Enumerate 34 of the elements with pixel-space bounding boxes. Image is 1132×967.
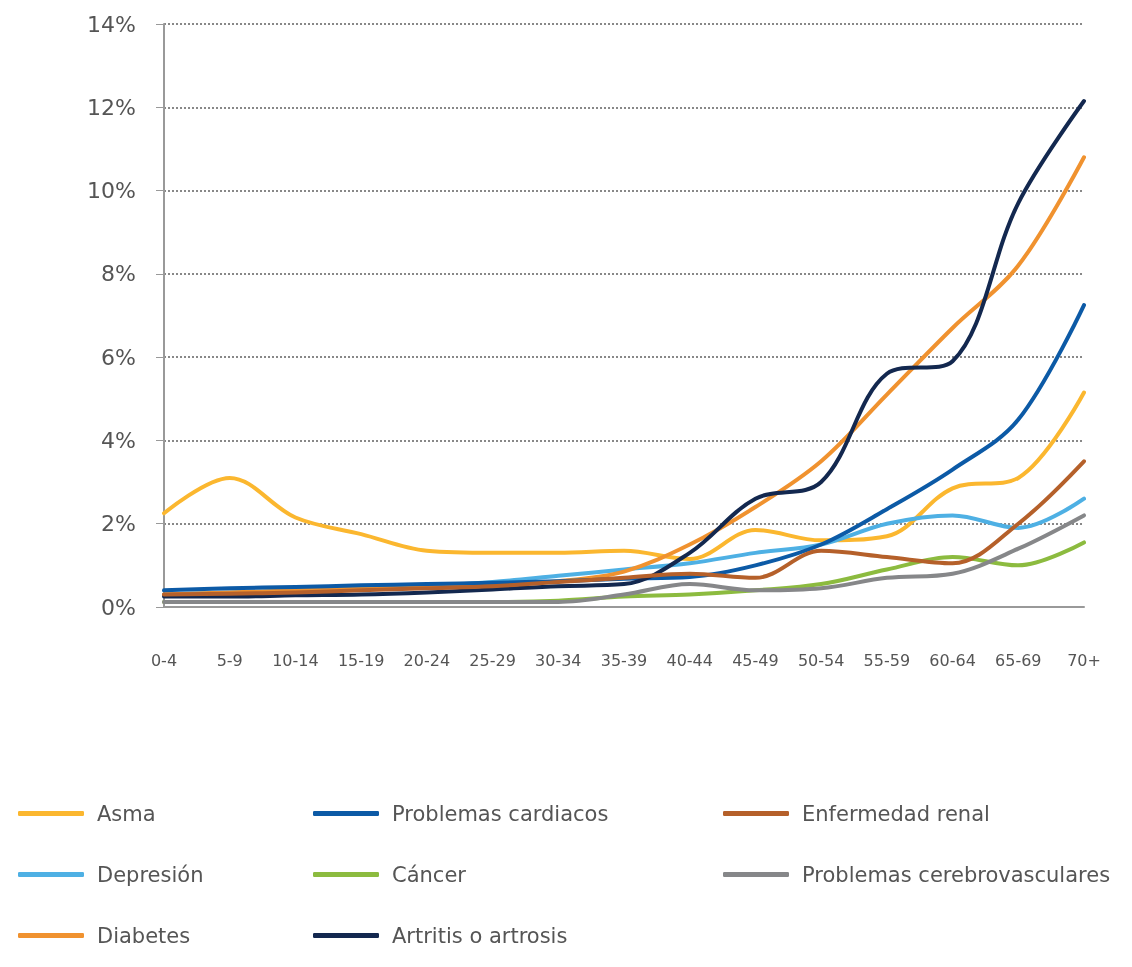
legend-label: Diabetes <box>97 923 191 948</box>
legend-label: Enfermedad renal <box>802 801 990 826</box>
y-tick-label: 0% <box>101 594 136 620</box>
legend-label: Artritis o artrosis <box>392 923 568 948</box>
x-tick-label: 45-49 <box>732 650 779 670</box>
legend-label: Problemas cerebrovasculares <box>802 862 1111 887</box>
x-tick-label: 15-19 <box>337 650 385 670</box>
x-tick-label: 35-39 <box>600 650 648 670</box>
legend-label: Cáncer <box>392 862 467 887</box>
line-series <box>162 390 1086 562</box>
x-tick-label: 55-59 <box>863 650 911 670</box>
y-tick-label: 4% <box>101 427 136 453</box>
y-tick-label: 10% <box>87 178 136 204</box>
legend-label: Depresión <box>97 862 204 887</box>
x-tick-label: 70+ <box>1067 650 1101 670</box>
line-series <box>162 513 1086 604</box>
x-tick-label: 60-64 <box>929 650 976 670</box>
x-tick-label: 30-34 <box>535 650 582 670</box>
legend-label: Asma <box>97 801 156 826</box>
x-tick-label: 50-54 <box>797 650 845 670</box>
x-tick-label: 65-69 <box>995 650 1042 670</box>
line-series <box>162 459 1086 597</box>
x-tick-label: 25-29 <box>469 650 516 670</box>
x-tick-label: 20-24 <box>403 650 451 670</box>
x-tick-label: 10-14 <box>272 650 319 670</box>
y-tick-label: 6% <box>101 344 136 370</box>
y-tick-label: 2% <box>101 511 136 537</box>
x-tick-label: 40-44 <box>666 650 713 670</box>
y-tick-label: 12% <box>87 94 136 120</box>
x-tick-label: 0-4 <box>150 650 178 670</box>
legend-label: Problemas cardiacos <box>392 801 609 826</box>
x-tick-label: 5-9 <box>216 650 243 670</box>
y-tick-label: 14% <box>87 11 136 37</box>
y-tick-label: 8% <box>101 261 136 287</box>
